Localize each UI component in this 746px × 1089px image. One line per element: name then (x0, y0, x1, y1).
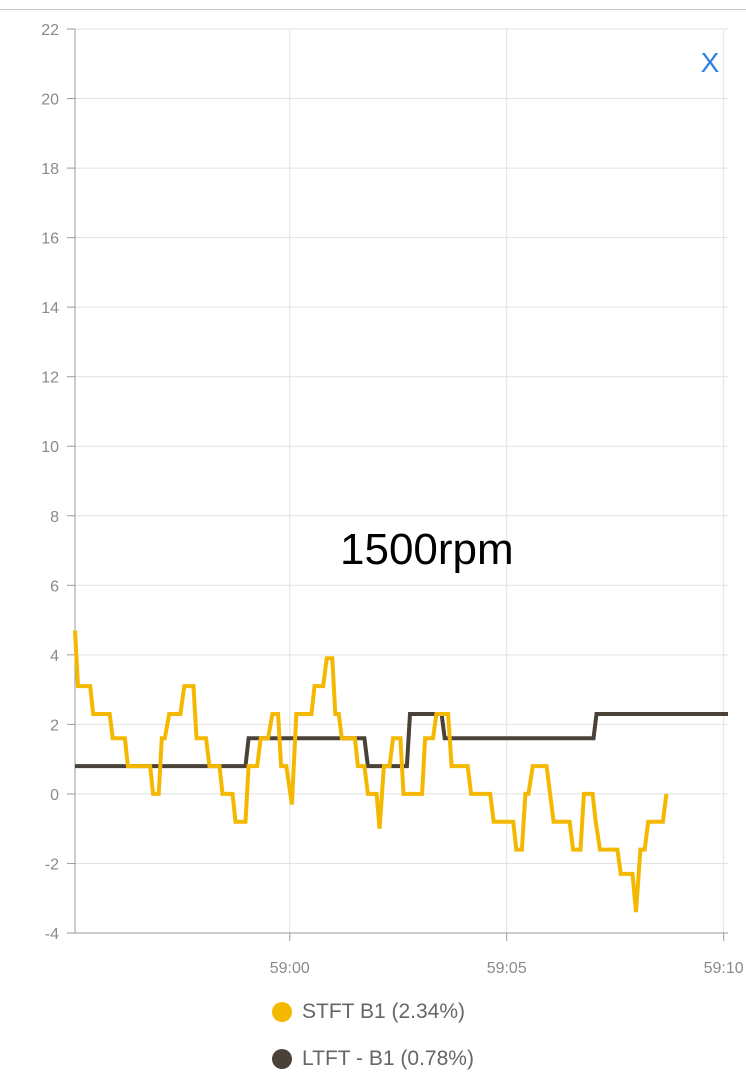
legend-item-ltft[interactable]: LTFT - B1 (0.78%) (272, 1041, 692, 1077)
y-tick-label: 2 (50, 717, 59, 734)
y-tick-label: 12 (41, 370, 59, 387)
rpm-annotation: 1500rpm (340, 525, 514, 574)
y-tick-label: 8 (50, 509, 59, 526)
y-tick-label: 18 (41, 161, 59, 178)
legend-dot-stft-icon (272, 1002, 292, 1022)
series-line-ltft (75, 712, 728, 769)
x-tick-label: 59:00 (270, 960, 310, 977)
top-divider (0, 9, 746, 10)
series-line-stft (73, 630, 669, 913)
legend-label-stft: STFT B1 (2.34%) (302, 1000, 465, 1023)
legend-dot-ltft-icon (272, 1049, 292, 1069)
y-tick-label: 14 (41, 300, 59, 317)
y-tick-label: 10 (41, 439, 59, 456)
y-tick-label: 22 (41, 22, 59, 39)
chart-legend: STFT B1 (2.34%) LTFT - B1 (0.78%) (272, 994, 692, 1088)
axes (67, 28, 728, 941)
y-tick-label: 6 (50, 578, 59, 595)
y-tick-label: -2 (45, 856, 59, 873)
series-lines (73, 630, 728, 913)
legend-label-ltft: LTFT - B1 (0.78%) (302, 1047, 474, 1070)
y-tick-label: 16 (41, 231, 59, 248)
close-button[interactable]: X (700, 47, 720, 78)
y-tick-label: 4 (50, 648, 59, 665)
legend-item-stft[interactable]: STFT B1 (2.34%) (272, 994, 692, 1030)
grid-lines (75, 28, 728, 934)
y-tick-label: 20 (41, 92, 59, 109)
x-tick-label: 59:10 (704, 960, 744, 977)
x-tick-label: 59:05 (487, 960, 527, 977)
y-tick-label: -4 (45, 926, 59, 943)
y-tick-label: 0 (50, 787, 59, 804)
